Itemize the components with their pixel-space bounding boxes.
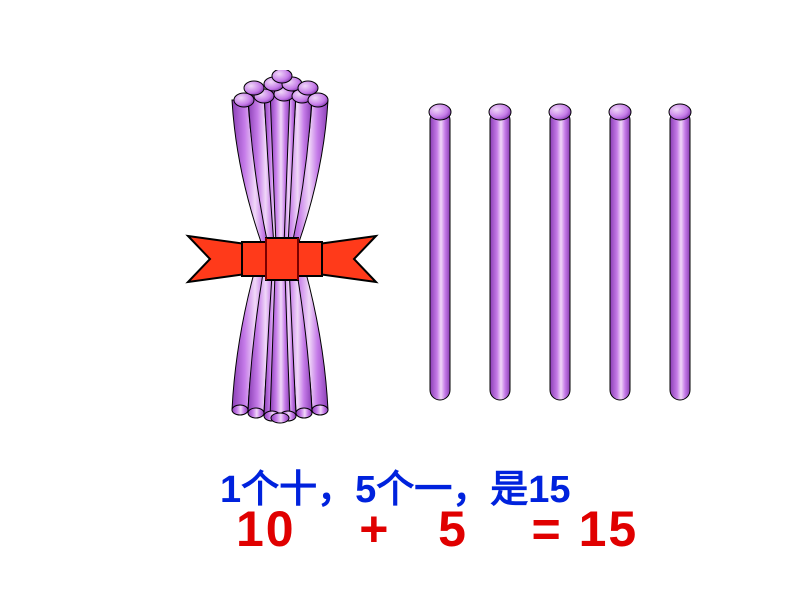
equation-operator-eq: = [516, 501, 579, 557]
equation-operand-2: 5 [438, 501, 468, 557]
equation-operand-1: 10 [236, 501, 296, 557]
loose-stick [486, 100, 516, 410]
equation-text: 10 + 5 = 15 [236, 500, 638, 558]
diagram-stage: 1个十，5个一，是15 10 + 5 = 15 [0, 0, 794, 596]
equation-result: 15 [579, 501, 639, 557]
bundle-ribbon [182, 224, 382, 294]
loose-stick [606, 100, 636, 410]
equation-space [296, 501, 344, 557]
equation-space [468, 501, 516, 557]
loose-stick [426, 100, 456, 410]
loose-stick [546, 100, 576, 410]
loose-stick [666, 100, 696, 410]
equation-operator-plus: + [343, 501, 406, 557]
equation-space [406, 501, 438, 557]
